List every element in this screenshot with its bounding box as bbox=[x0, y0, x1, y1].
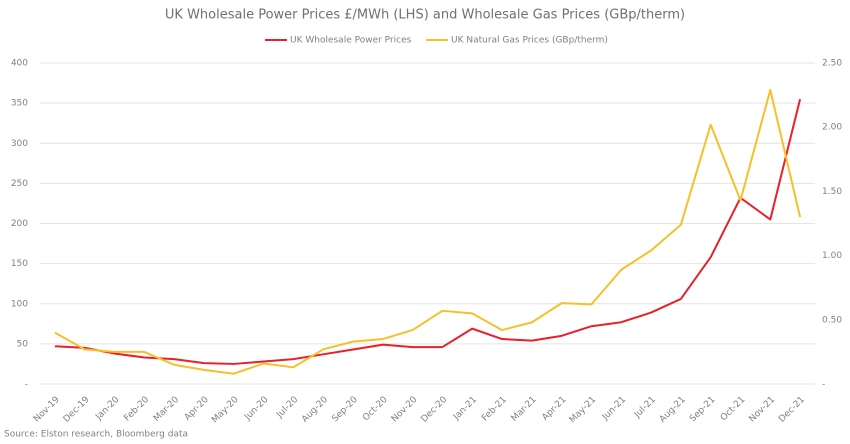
legend-label: UK Wholesale Power Prices bbox=[290, 36, 412, 46]
y-tick-label: 400 bbox=[11, 59, 28, 69]
x-tick-label: Aug-20 bbox=[300, 395, 330, 425]
x-tick-label: Dec-21 bbox=[777, 395, 807, 425]
x-tick-label: Apr-21 bbox=[540, 395, 568, 423]
x-tick-label: Jun-21 bbox=[600, 395, 628, 423]
y-tick-label: 150 bbox=[11, 259, 28, 269]
x-tick-label: Jul-21 bbox=[632, 395, 658, 421]
y2-tick-label: 1.50 bbox=[822, 187, 842, 197]
x-tick-label: Feb-20 bbox=[122, 395, 151, 424]
x-tick-label: Feb-21 bbox=[480, 395, 509, 424]
x-tick-label: Sep-21 bbox=[688, 395, 717, 424]
x-tick-label: Dec-20 bbox=[420, 395, 450, 425]
x-tick-label: Sep-20 bbox=[330, 395, 360, 425]
x-tick-label: Jul-20 bbox=[274, 395, 300, 421]
x-tick-label: May-21 bbox=[568, 395, 599, 426]
x-tick-label: Aug-21 bbox=[658, 395, 688, 425]
source-note: Source: Elston research, Bloomberg data bbox=[4, 430, 188, 440]
y2-tick-label: - bbox=[822, 380, 825, 390]
series-line bbox=[54, 98, 802, 365]
x-tick-label: Jun-20 bbox=[242, 395, 270, 423]
x-tick-label: Nov-20 bbox=[390, 395, 420, 425]
y-tick-label: 100 bbox=[11, 299, 28, 309]
x-tick-label: Apr-20 bbox=[183, 395, 211, 423]
y-tick-label: 300 bbox=[11, 139, 28, 149]
x-tick-label: Jan-20 bbox=[93, 395, 121, 423]
y2-tick-label: 2.00 bbox=[822, 123, 842, 133]
x-tick-label: Oct-21 bbox=[719, 395, 747, 423]
y2-tick-label: 2.50 bbox=[822, 59, 842, 69]
x-tick-label: Jan-21 bbox=[451, 395, 479, 423]
y2-tick-label: 0.50 bbox=[822, 315, 842, 325]
x-tick-label: Nov-19 bbox=[32, 395, 62, 425]
y-tick-label: 350 bbox=[11, 99, 28, 109]
x-tick-label: Nov-21 bbox=[747, 395, 777, 425]
x-tick-label: Dec-19 bbox=[62, 395, 92, 425]
x-tick-label: May-20 bbox=[210, 395, 241, 426]
y-tick-label: 250 bbox=[11, 179, 28, 189]
y-tick-label: - bbox=[25, 380, 28, 390]
legend-label: UK Natural Gas Prices (GBp/therm) bbox=[451, 36, 608, 46]
x-tick-label: Mar-20 bbox=[152, 395, 181, 424]
y2-tick-label: 1.00 bbox=[822, 251, 842, 261]
y-tick-label: 200 bbox=[11, 219, 28, 229]
chart-title: UK Wholesale Power Prices £/MWh (LHS) an… bbox=[165, 8, 685, 23]
series-line bbox=[54, 88, 802, 375]
x-tick-label: Oct-20 bbox=[361, 395, 390, 424]
x-tick-label: Mar-21 bbox=[510, 395, 539, 424]
y-tick-label: 50 bbox=[17, 339, 29, 349]
